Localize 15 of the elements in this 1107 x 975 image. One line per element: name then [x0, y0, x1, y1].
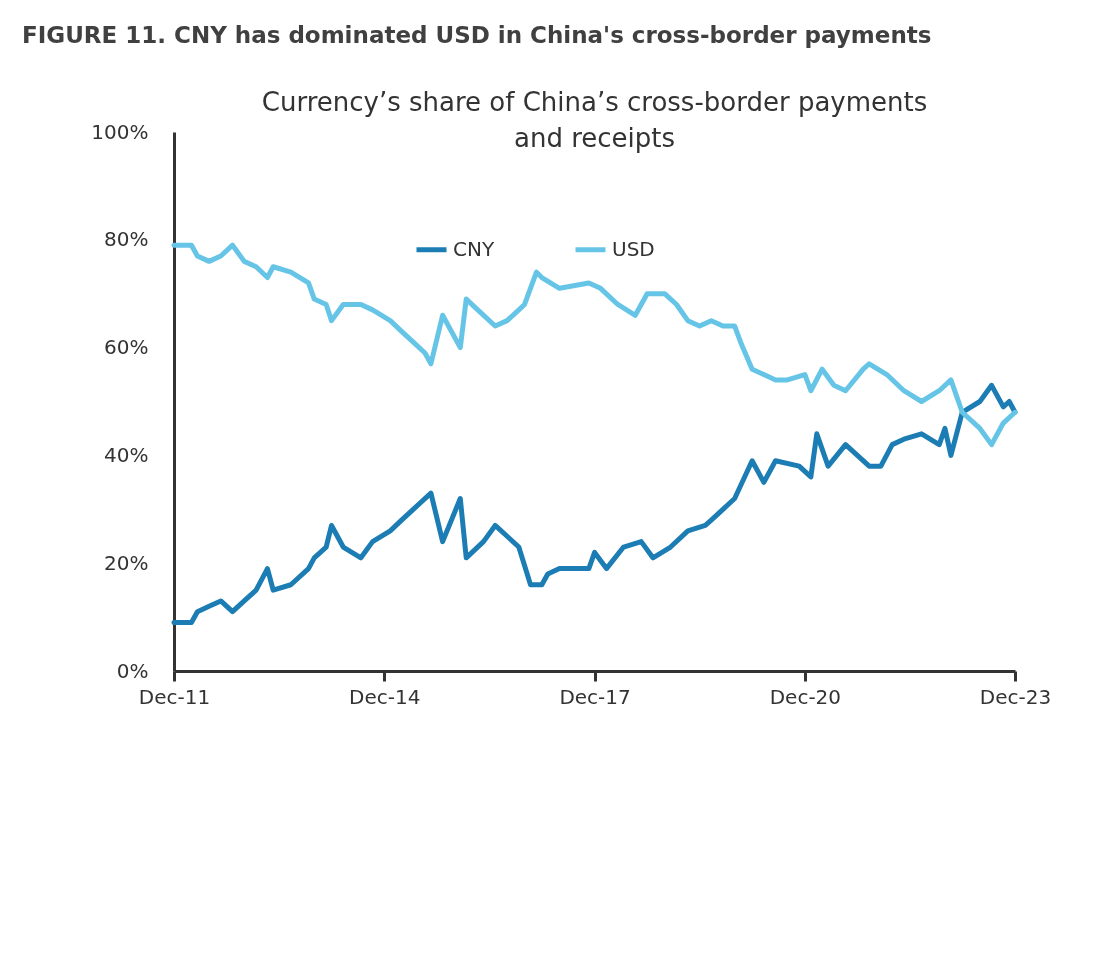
legend-label: USD: [612, 236, 655, 261]
x-tick-label: Dec-17: [559, 684, 631, 709]
x-tick-label: Dec-23: [979, 684, 1052, 709]
y-tick-label: 100%: [91, 119, 149, 144]
legend-label: CNY: [453, 236, 495, 261]
y-tick-label: 40%: [104, 442, 149, 467]
x-tick-label: Dec-14: [349, 684, 421, 709]
chart-title: FIGURE 11. CNY has dominated USD in China's cross-border payments: [22, 22, 932, 48]
y-tick-label: 80%: [104, 227, 149, 252]
x-tick-label: Dec-11: [138, 684, 211, 709]
y-tick-label: 20%: [104, 550, 149, 575]
chart-subtitle: Currency’s share of China’s cross-border payments and receipts: [261, 87, 928, 153]
y-tick-label: 0%: [116, 658, 149, 683]
x-tick-label: Dec-20: [769, 684, 842, 709]
y-tick-label: 60%: [104, 335, 149, 360]
